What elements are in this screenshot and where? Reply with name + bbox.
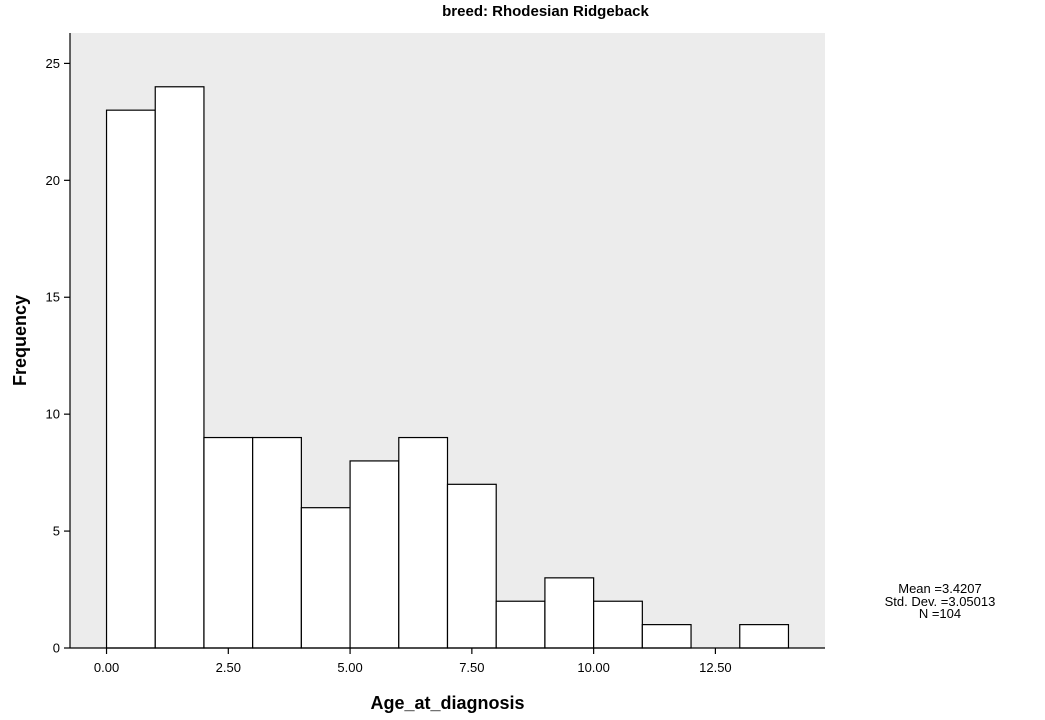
x-tick-label: 7.50 xyxy=(459,660,484,675)
y-tick-label: 5 xyxy=(53,524,60,539)
std-dev-stat: Std. Dev. =3.05013 xyxy=(884,593,996,609)
n-stat: N =104 xyxy=(918,606,962,621)
histogram-bar xyxy=(593,600,643,649)
x-axis-label: Age_at_diagnosis xyxy=(370,693,524,713)
chart-title: breed: Rhodesian Ridgeback xyxy=(442,3,649,20)
y-axis-label: Frequency xyxy=(10,295,30,386)
mean-stat: Mean =3.4207 xyxy=(898,581,982,596)
histogram-bar xyxy=(446,483,497,649)
histogram-bar xyxy=(398,436,449,649)
histogram-bar xyxy=(300,507,351,649)
histogram-bar xyxy=(203,436,254,649)
histogram-bar xyxy=(154,86,205,649)
x-tick-label: 10.00 xyxy=(577,660,610,675)
x-tick-label: 0.00 xyxy=(94,660,119,675)
summary-statistics: Mean =3.4207 Std. Dev. =3.05013 N =104 xyxy=(880,581,1000,621)
x-tick-label: 12.50 xyxy=(699,660,732,675)
y-tick-label: 25 xyxy=(46,56,60,71)
histogram-bar xyxy=(495,600,546,649)
histogram-bar xyxy=(105,109,156,649)
x-tick-label: 5.00 xyxy=(337,660,362,675)
histogram-bar xyxy=(544,577,595,649)
y-tick-label: 15 xyxy=(46,290,60,305)
axes: 0 5 10 15 20 25 0.00 2.50 5.00 7.50 10.00 12.50 xyxy=(46,33,825,675)
histogram-bar xyxy=(349,460,400,649)
histogram-bar xyxy=(641,624,692,649)
histogram-bars xyxy=(105,86,790,649)
x-tick-label: 2.50 xyxy=(216,660,241,675)
y-tick-label: 10 xyxy=(46,407,60,422)
histogram-bar xyxy=(739,624,790,649)
y-tick-label: 20 xyxy=(46,173,60,188)
histogram-bar xyxy=(252,436,302,649)
y-tick-label: 0 xyxy=(53,641,60,656)
